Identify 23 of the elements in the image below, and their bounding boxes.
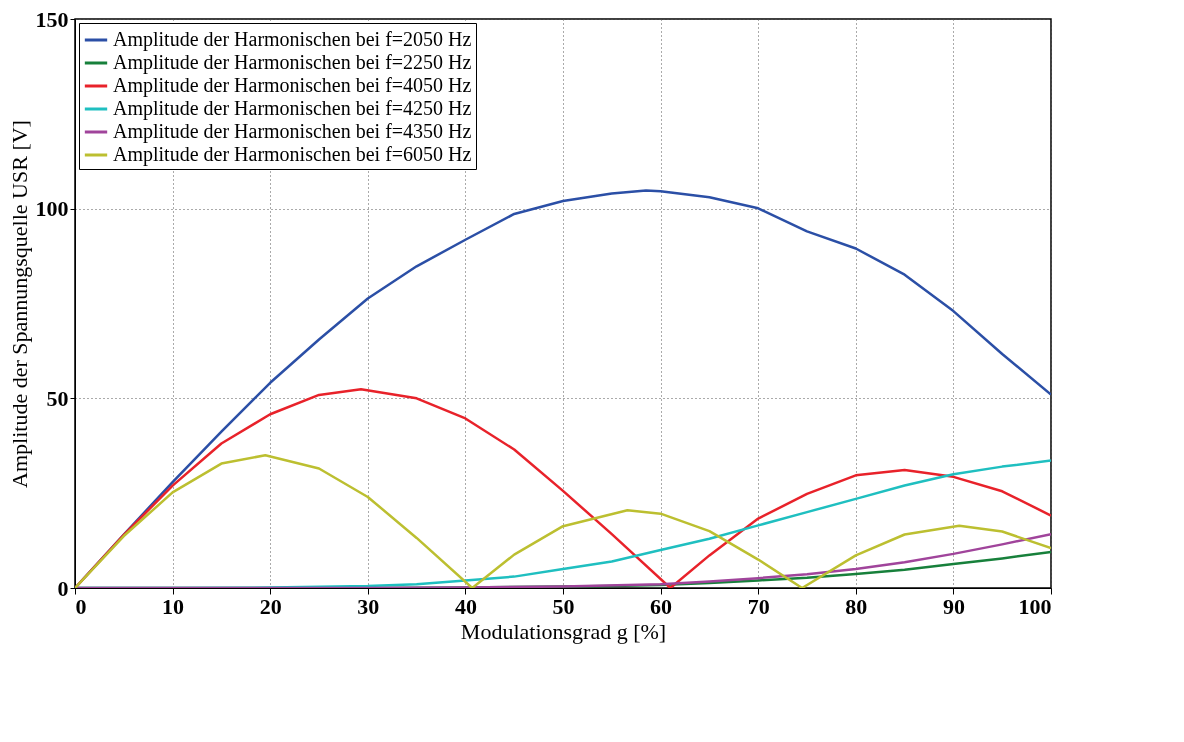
x-tick-label: 30: [357, 593, 380, 619]
x-tick-label: 100: [1018, 593, 1052, 619]
legend-label: Amplitude der Harmonischen bei f=4250 Hz: [113, 97, 472, 120]
x-tick-label: 40: [454, 593, 477, 619]
x-tick-label: 0: [75, 593, 87, 619]
x-tick-label: 10: [162, 593, 185, 619]
legend-label: Amplitude der Harmonischen bei f=2250 Hz: [113, 51, 472, 74]
y-tick-label: 0: [57, 575, 69, 601]
legend-label: Amplitude der Harmonischen bei f=6050 Hz: [113, 143, 472, 166]
legend-label: Amplitude der Harmonischen bei f=2050 Hz: [113, 28, 472, 51]
legend-label: Amplitude der Harmonischen bei f=4050 Hz: [113, 74, 472, 97]
x-axis-title: Modulationsgrad g [%]: [460, 618, 667, 644]
y-tick-label: 100: [35, 196, 69, 222]
y-tick-label: 50: [46, 385, 69, 411]
x-tick-label: 70: [747, 593, 770, 619]
x-tick-label: 90: [942, 593, 965, 619]
legend-label: Amplitude der Harmonischen bei f=4350 Hz: [113, 120, 472, 143]
x-tick-label: 60: [650, 593, 673, 619]
y-axis-title: Amplitude der Spannungsquelle USR [V]: [6, 120, 32, 488]
x-tick-label: 20: [259, 593, 282, 619]
x-tick-label: 80: [845, 593, 868, 619]
x-tick-label: 50: [552, 593, 575, 619]
y-tick-label: 150: [35, 6, 69, 32]
